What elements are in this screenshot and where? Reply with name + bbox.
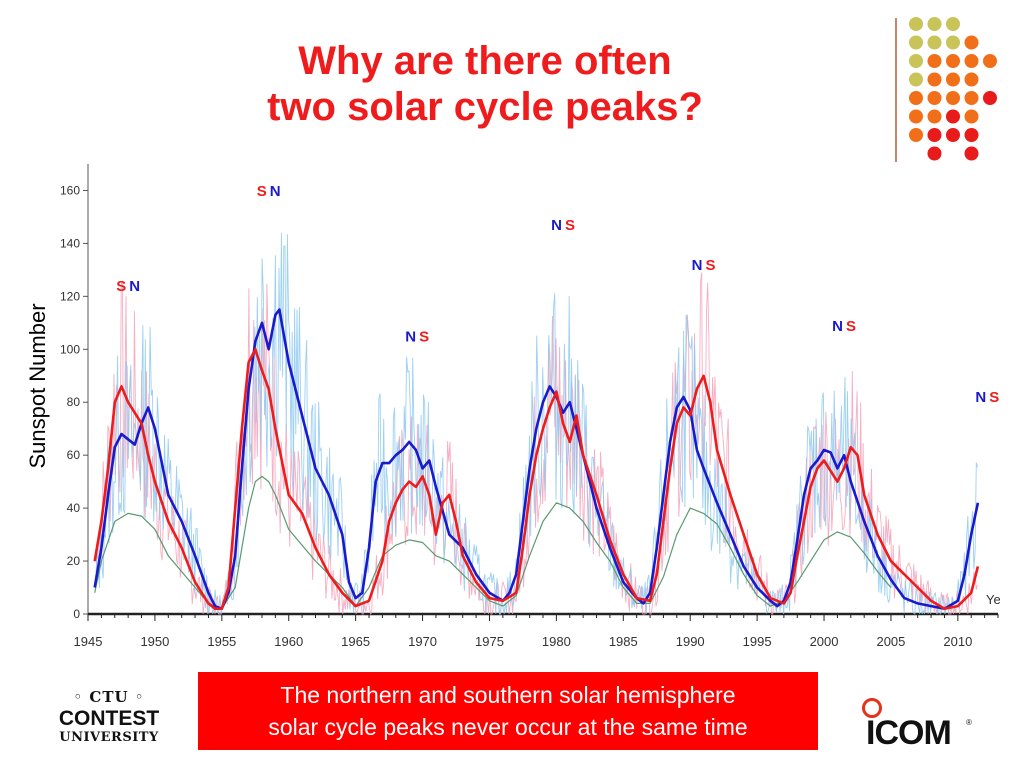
x-tick-label: 1970 — [408, 634, 437, 649]
callout-box: The northern and southern solar hemisphe… — [198, 672, 818, 750]
peak-annotation-north: N — [692, 257, 703, 274]
peak-annotation-south: S — [846, 318, 856, 335]
icom-trademark: ® — [966, 718, 972, 727]
y-tick-label: 20 — [67, 554, 81, 568]
x-axis-edge-label: Ye — [986, 592, 1000, 607]
x-tick-label: 1985 — [609, 634, 638, 649]
title-line-1: Why are there often — [298, 39, 672, 83]
decor-dot — [946, 54, 960, 68]
x-tick-label: 1965 — [341, 634, 370, 649]
north-raw-trace — [94, 232, 978, 616]
icom-logo: ICOM ® — [860, 698, 980, 758]
x-tick-label: 1995 — [743, 634, 772, 649]
decor-dot — [909, 128, 923, 142]
y-tick-label: 40 — [67, 501, 81, 515]
sunspot-chart: 0 20 40 60 80 100 120 140 160 1945 1950 1955 1960 196… — [60, 164, 1000, 649]
decor-dot — [964, 109, 979, 124]
peak-annotation-north: N — [551, 217, 562, 234]
x-tick-label: 1955 — [207, 634, 236, 649]
decor-dot — [909, 109, 923, 124]
x-tick-label: 1990 — [676, 634, 705, 649]
x-tick-label: 1960 — [274, 634, 303, 649]
x-tick-label: 1945 — [74, 634, 103, 649]
decor-dot — [964, 35, 979, 50]
decor-dot — [964, 128, 979, 142]
decor-dot — [927, 128, 942, 142]
y-tick-label: 140 — [60, 236, 80, 250]
icom-ring-icon — [862, 698, 882, 718]
callout-line-1: The northern and southern solar hemisphe… — [280, 682, 736, 708]
decor-dot — [983, 54, 997, 68]
decor-dot — [909, 35, 923, 50]
decor-dot — [946, 109, 960, 124]
decor-dot — [964, 54, 979, 68]
peak-annotation-north: N — [405, 328, 416, 345]
decor-dot — [946, 91, 960, 105]
decor-dot — [964, 72, 979, 87]
y-axis-label: Sunspot Number — [25, 303, 50, 469]
y-tick-label: 100 — [60, 342, 80, 356]
x-tick-label: 1950 — [140, 634, 169, 649]
peak-annotation-south: S — [116, 278, 126, 295]
decor-dot — [927, 17, 942, 31]
peak-annotation-south: S — [257, 183, 267, 200]
peak-annotation-north: N — [129, 278, 140, 295]
decor-dot — [909, 72, 923, 87]
decor-dot — [927, 109, 942, 124]
decor-dot — [909, 17, 923, 31]
decor-dot — [927, 91, 942, 105]
callout-line-2: solar cycle peaks never occur at the sam… — [268, 714, 748, 740]
peak-annotation-north: N — [270, 183, 281, 200]
peak-annotation-south: S — [706, 257, 716, 274]
y-tick-label: 0 — [73, 607, 80, 621]
ctu-logo-top: ◦ CTU ◦ — [73, 688, 145, 706]
decor-dot — [927, 35, 942, 50]
decor-dot — [927, 146, 942, 161]
x-tick-label: 2000 — [810, 634, 839, 649]
peak-annotation-north: N — [975, 389, 986, 406]
decor-dot — [927, 54, 942, 68]
peak-annotation-north: N — [832, 318, 843, 335]
y-tick-label: 60 — [67, 448, 81, 462]
y-tick-label: 160 — [60, 183, 80, 197]
x-tick-label: 2005 — [876, 634, 905, 649]
ctu-logo-bottom: UNIVERSITY — [59, 730, 159, 745]
x-tick-label: 2010 — [943, 634, 972, 649]
icom-logo-text: ICOM — [866, 714, 952, 752]
slide-title: Why are there often two solar cycle peak… — [150, 38, 820, 130]
peak-annotation-south: S — [989, 389, 999, 406]
y-tick-label: 80 — [67, 395, 81, 409]
decor-dot-grid — [909, 17, 997, 161]
peak-annotation-south: S — [565, 217, 575, 234]
title-line-2: two solar cycle peaks? — [267, 85, 703, 129]
decor-dot — [946, 35, 960, 50]
peak-annotation-south: S — [419, 328, 429, 345]
decor-dot — [964, 146, 979, 161]
decor-dot — [946, 128, 960, 142]
decor-dot — [983, 91, 997, 105]
x-tick-label: 1980 — [542, 634, 571, 649]
y-tick-label: 120 — [60, 289, 80, 303]
decor-dot — [964, 91, 979, 105]
north-series-line — [93, 308, 980, 610]
south-series-line — [93, 348, 980, 610]
total-series-line — [94, 475, 892, 610]
x-tick-label: 1975 — [475, 634, 504, 649]
ctu-logo-middle: CONTEST — [58, 707, 160, 730]
decor-dot — [909, 91, 923, 105]
decor-dot — [946, 72, 960, 87]
contest-university-logo: ◦ CTU ◦ CONTEST UNIVERSITY — [44, 688, 174, 745]
decor-dot — [946, 17, 960, 31]
decor-dot — [909, 54, 923, 68]
decor-dot — [927, 72, 942, 87]
decor-divider — [895, 18, 897, 162]
